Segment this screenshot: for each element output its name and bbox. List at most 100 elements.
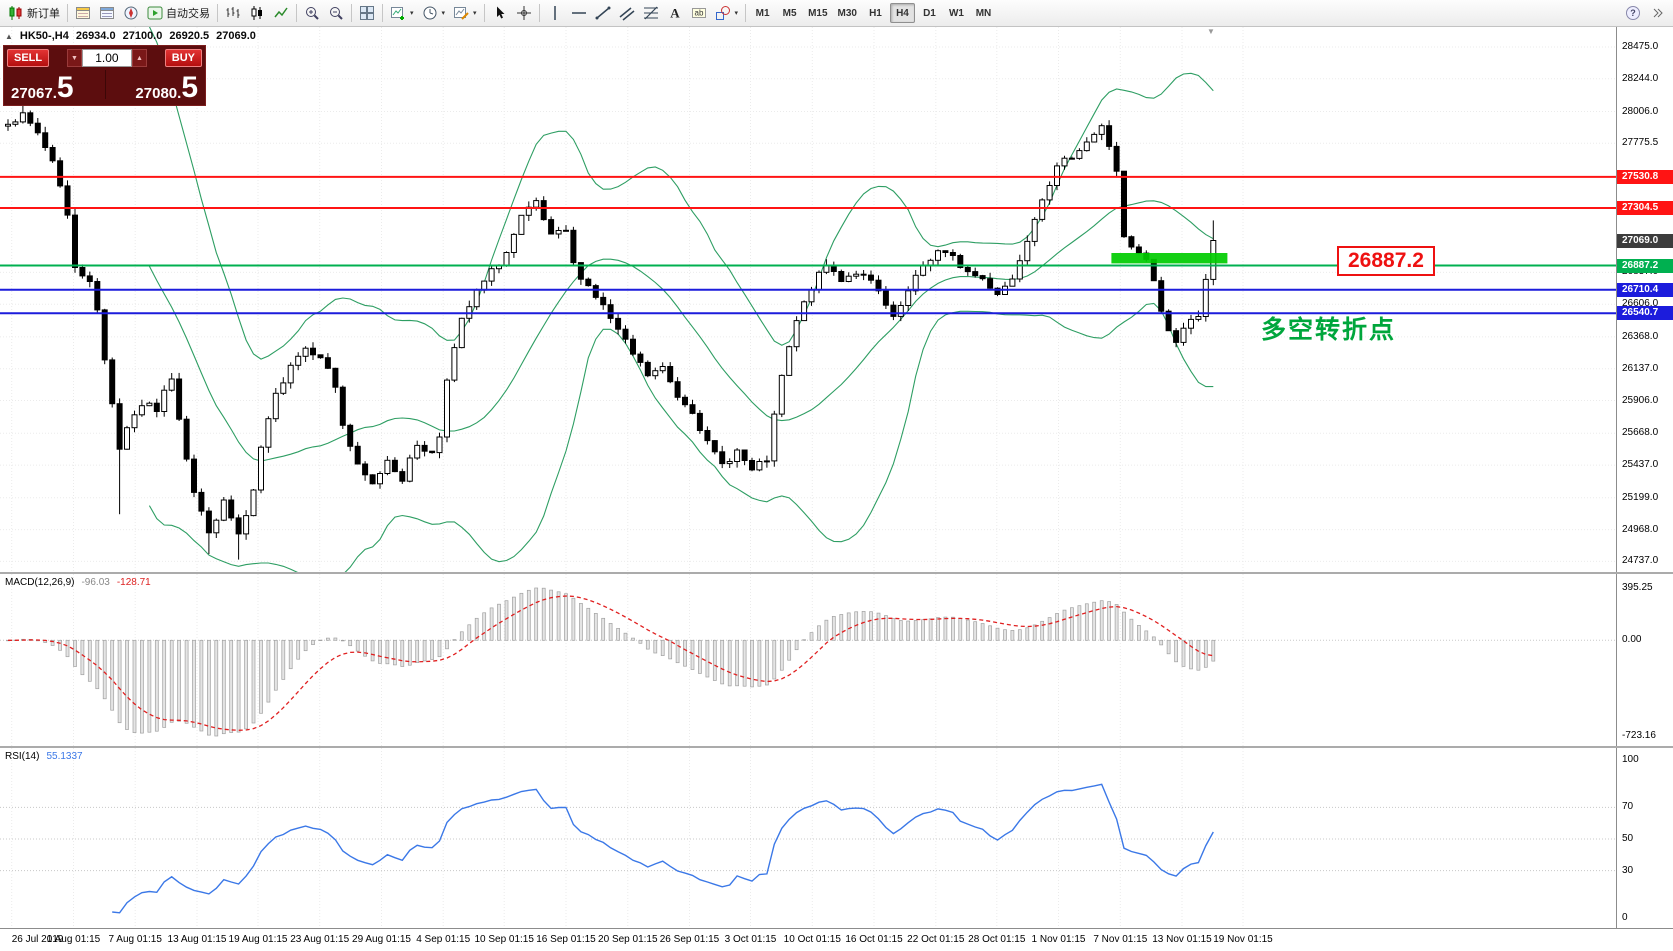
fibonacci-icon — [643, 5, 659, 21]
rsi-plot[interactable] — [0, 748, 1616, 928]
timeframe-m1-button[interactable]: M1 — [750, 3, 775, 23]
templates-dropdown[interactable]: ▾ — [449, 2, 481, 24]
price-chart[interactable] — [0, 27, 1616, 572]
horizontal-line-button[interactable] — [567, 2, 591, 24]
chart-shift-marker-icon: ▼ — [1207, 27, 1215, 36]
data-window-icon — [99, 5, 115, 21]
buy-button[interactable]: BUY — [164, 49, 202, 67]
sell-price-button[interactable]: 27067. 5 — [11, 73, 74, 103]
equidistant-channel-button[interactable] — [615, 2, 639, 24]
arrows-dropdown[interactable]: ▾ — [711, 2, 743, 24]
macd-main-value: -96.03 — [81, 577, 110, 588]
crosshair-button[interactable] — [512, 2, 536, 24]
volume-input[interactable] — [81, 49, 132, 67]
price-line-tag: 26887.2 — [1617, 258, 1673, 273]
macd-plot[interactable] — [0, 574, 1616, 746]
time-axis-label: 23 Aug 01:15 — [290, 934, 350, 945]
tile-windows-button[interactable] — [355, 2, 379, 24]
toolbar-separator — [538, 4, 540, 22]
macd-axis-min: -723.16 — [1622, 730, 1656, 741]
autotrading-button[interactable]: 自动交易 — [143, 2, 214, 24]
time-axis-label: 19 Nov 01:15 — [1213, 934, 1273, 945]
toolbar-overflow-button[interactable] — [1645, 2, 1669, 24]
buy-price: 27080. — [135, 85, 182, 102]
price-axis-label: 25906.0 — [1622, 394, 1659, 406]
text-label-icon: ab — [691, 5, 707, 21]
macd-name: MACD(12,26,9) — [5, 577, 75, 588]
timeframe-m15-button[interactable]: M15 — [804, 3, 831, 23]
macd-axis[interactable]: 395.25 0.00 -723.16 — [1616, 574, 1673, 746]
chevron-down-icon: ▾ — [410, 10, 414, 17]
crosshair-icon — [516, 5, 532, 21]
fibonacci-button[interactable] — [639, 2, 663, 24]
time-axis-label: 13 Aug 01:15 — [167, 934, 227, 945]
shapes-icon — [715, 5, 731, 21]
trendline-button[interactable] — [591, 2, 615, 24]
panel-splitter-2[interactable] — [0, 746, 1673, 748]
periodicity-dropdown[interactable]: ▾ — [418, 2, 450, 24]
chevron-down-icon: ▾ — [473, 10, 477, 17]
new-order-button[interactable]: 新订单 — [4, 2, 64, 24]
price-axis-label: 26606.0 — [1622, 298, 1659, 310]
price-line-tag: 27304.5 — [1617, 201, 1673, 215]
time-axis-label: 7 Aug 01:15 — [108, 934, 162, 945]
one-click-trading-panel: SELL ▼ ▲ BUY 27067.5 27080.5 — [3, 45, 206, 106]
rsi-name: RSI(14) — [5, 751, 40, 762]
candlestick-chart-icon — [249, 5, 265, 21]
price-line-tag: 27530.8 — [1617, 169, 1673, 184]
cursor-button[interactable] — [488, 2, 512, 24]
text-button[interactable]: A — [663, 2, 687, 24]
chart-price-axis[interactable]: 28475.028244.028006.027775.526837.026606… — [1616, 27, 1673, 572]
close-value: 27069.0 — [216, 30, 256, 42]
price-line-tag: 26540.7 — [1617, 306, 1673, 321]
zoom-in-button[interactable] — [300, 2, 324, 24]
autotrading-button-label: 自动交易 — [166, 8, 210, 20]
price-level-callout: 26887.2 — [1337, 246, 1435, 276]
panel-splitter-1[interactable] — [0, 572, 1673, 574]
new-chart-dropdown[interactable]: ▾ — [386, 2, 418, 24]
time-axis-label: 26 Sep 01:15 — [659, 934, 720, 945]
current-price-tag: 27069.0 — [1617, 233, 1673, 248]
price-axis-label: 28244.0 — [1622, 72, 1659, 84]
volume-decrease-button[interactable]: ▼ — [66, 49, 82, 67]
time-axis[interactable]: 26 Jul 2019 1 Aug 01:15 7 Aug 01:15 13 Aug … — [0, 928, 1673, 951]
timeframe-h4-button[interactable]: H4 — [889, 3, 915, 23]
buy-price-button[interactable]: 27080. 5 — [135, 73, 198, 103]
timeframe-w1-button[interactable]: W1 — [944, 3, 969, 23]
timeframe-m30-button[interactable]: M30 — [834, 3, 861, 23]
volume-increase-button[interactable]: ▲ — [131, 49, 147, 67]
text-label-button[interactable]: ab — [687, 2, 711, 24]
bar-chart-button[interactable] — [221, 2, 245, 24]
collapse-panel-icon[interactable]: ▲ — [5, 31, 13, 41]
timeframe-h1-button[interactable]: H1 — [863, 3, 888, 23]
toolbar-separator — [382, 4, 383, 22]
volume-control: ▼ ▲ — [66, 49, 147, 67]
time-axis-label: 28 Oct 01:15 — [968, 934, 1026, 945]
timeframe-d1-button[interactable]: D1 — [917, 3, 942, 23]
line-chart-button[interactable] — [269, 2, 293, 24]
rsi-axis[interactable]: 100 70 50 30 0 — [1616, 748, 1673, 928]
rsi-value: 55.1337 — [46, 751, 83, 762]
time-axis-label: 1 Aug 01:15 — [46, 934, 101, 945]
time-axis-label: 22 Oct 01:15 — [907, 934, 965, 945]
rsi-axis-label: 0 — [1622, 912, 1628, 923]
help-button[interactable]: ? — [1621, 2, 1645, 24]
tile-windows-icon — [359, 5, 375, 21]
navigator-button[interactable] — [119, 2, 143, 24]
zoom-out-button[interactable] — [324, 2, 348, 24]
vertical-line-button[interactable] — [543, 2, 567, 24]
market-watch-button[interactable] — [71, 2, 95, 24]
data-window-button[interactable] — [95, 2, 119, 24]
timeframe-m5-button[interactable]: M5 — [777, 3, 802, 23]
candlestick-chart-button[interactable] — [245, 2, 269, 24]
new-order-button-label: 新订单 — [27, 8, 60, 20]
chevron-down-icon: ▾ — [734, 10, 739, 17]
new-order-icon — [8, 5, 24, 21]
time-axis-label: 10 Sep 01:15 — [474, 934, 534, 945]
price-axis-label: 25437.0 — [1622, 459, 1659, 471]
sell-button[interactable]: SELL — [7, 49, 50, 67]
time-axis-label: 7 Nov 01:15 — [1093, 934, 1148, 945]
navigator-icon — [123, 5, 139, 21]
timeframe-mn-button[interactable]: MN — [971, 3, 996, 23]
price-axis-label: 24737.0 — [1622, 555, 1659, 567]
